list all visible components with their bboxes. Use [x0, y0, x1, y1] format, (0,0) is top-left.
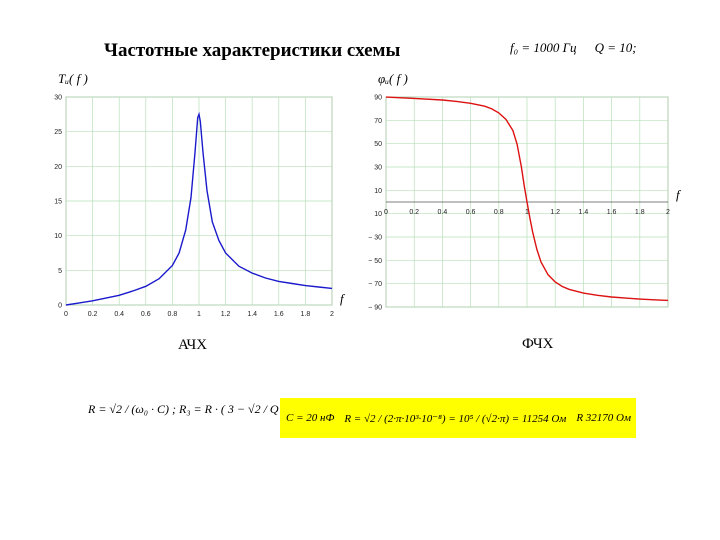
x-tick-label: 1	[525, 209, 529, 216]
y-tick-label: 0	[58, 303, 62, 310]
amplitude-chart: 0 0.2 0.4 0.6 0.8 1 1.2 1.4 1.6 1.8 2051015202530 …	[54, 71, 346, 318]
y-tick-label: 50	[374, 141, 382, 148]
q-parameter: Q = 10;	[594, 40, 637, 55]
x-tick-label: 0.6	[141, 311, 151, 318]
y-tick-label: 30	[374, 165, 382, 172]
resistance-calculation: R = √2 / (2·π·10³·10⁻⁸) = 10⁵ / (√2·π) =…	[344, 412, 567, 425]
x-tick-label: 0	[384, 209, 388, 216]
resistance-formulas: R = √2 / (ω₀ · C) ; R₃ = R · ( 3 − √2 / …	[88, 402, 293, 416]
x-tick-label: 0.4	[438, 209, 448, 216]
amplitude-y-axis-label: Tᵤ( f )	[58, 71, 88, 86]
f0-parameter: f₀ = 1000 Гц	[510, 40, 577, 55]
x-tick-label: 0	[64, 311, 68, 318]
phase-ticks: 0 0.2 0.4 0.6 0.8 1 1.2 1.4 1.6 1.8 2 90 70 50 30 10 10 −…	[368, 95, 670, 312]
phase-y-axis-label: φᵤ( f )	[378, 71, 408, 86]
capacitance-value: C = 20 нФ	[286, 412, 335, 424]
y-tick-label: 25	[54, 129, 62, 136]
y-tick-label: 20	[54, 164, 62, 171]
y-tick-label: − 70	[368, 281, 382, 288]
y-tick-label: 10	[54, 233, 62, 240]
y-tick-label: 30	[54, 95, 62, 102]
x-tick-label: 1	[197, 311, 201, 318]
y-tick-label: − 30	[368, 235, 382, 242]
amplitude-caption: АЧХ	[178, 337, 208, 353]
page-title: Частотные характеристики схемы	[104, 40, 401, 61]
x-tick-label: 1.8	[301, 311, 311, 318]
amplitude-x-axis-label: f	[340, 291, 346, 306]
x-tick-label: 0.2	[409, 209, 419, 216]
phase-chart: 0 0.2 0.4 0.6 0.8 1 1.2 1.4 1.6 1.8 2 90 70 50 30 10 10 −…	[368, 71, 682, 312]
calculation-results: C = 20 нФ R = √2 / (2·π·10³·10⁻⁸) = 10⁵ …	[280, 398, 636, 438]
y-tick-label: 15	[54, 199, 62, 206]
y-tick-label: − 50	[368, 258, 382, 265]
x-tick-label: 0.2	[88, 311, 98, 318]
x-tick-label: 0.8	[168, 311, 178, 318]
phase-x-axis-label: f	[676, 187, 682, 202]
x-tick-label: 1.8	[635, 209, 645, 216]
y-tick-label: − 90	[368, 305, 382, 312]
x-tick-label: 2	[330, 311, 334, 318]
y-tick-label: 70	[374, 118, 382, 125]
x-tick-label: 1.2	[550, 209, 560, 216]
x-tick-label: 2	[666, 209, 670, 216]
y-tick-label: 10	[374, 211, 382, 218]
x-tick-label: 0.6	[466, 209, 476, 216]
x-tick-label: 1.6	[274, 311, 284, 318]
x-tick-label: 1.6	[607, 209, 617, 216]
x-tick-label: 0.4	[114, 311, 124, 318]
circuit-parameters: f₀ = 1000 Гц Q = 10;	[510, 40, 637, 56]
phase-series-line	[385, 96, 669, 302]
phase-grid	[385, 96, 669, 308]
y-tick-label: 90	[374, 95, 382, 102]
x-tick-label: 1.2	[221, 311, 231, 318]
r3-value: R 32170 Ом	[576, 412, 632, 424]
amplitude-grid	[65, 96, 333, 306]
x-tick-label: 1.4	[247, 311, 257, 318]
amplitude-series-line	[65, 111, 333, 306]
x-tick-label: 1.4	[579, 209, 589, 216]
y-tick-label: 10	[374, 188, 382, 195]
x-tick-label: 0.8	[494, 209, 504, 216]
phase-caption: ФЧХ	[522, 336, 554, 352]
y-tick-label: 5	[58, 268, 62, 275]
